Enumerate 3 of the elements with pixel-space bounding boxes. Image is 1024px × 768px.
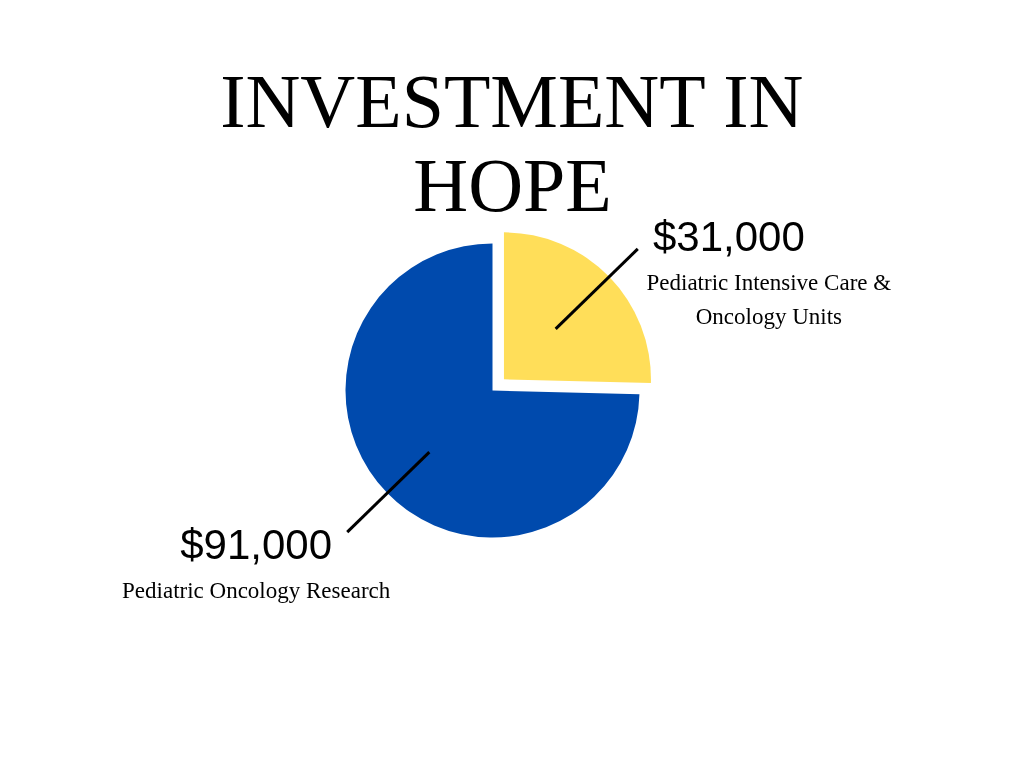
slice-label: Pediatric Oncology Research xyxy=(122,577,391,603)
data-label: $91,000 xyxy=(180,520,333,568)
slice-label: Pediatric Intensive Care & Oncology Units xyxy=(646,270,892,330)
